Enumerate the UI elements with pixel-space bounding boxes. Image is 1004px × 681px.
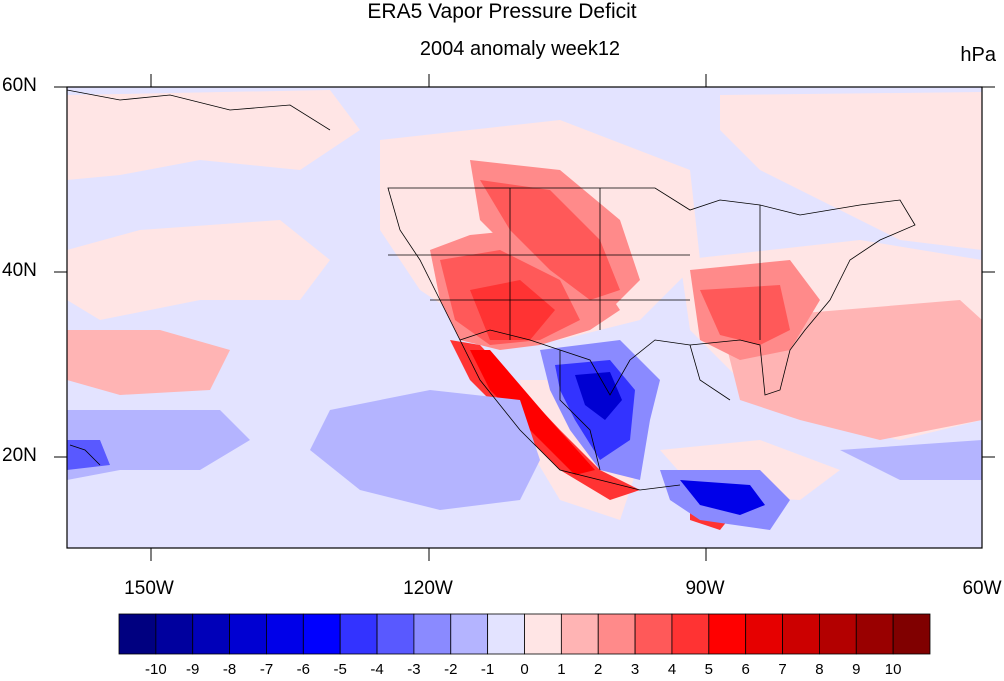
colorbar-box [450,613,489,655]
lon-label-120w: 120W [403,578,453,599]
colorbar-box [745,613,783,655]
colorbar-tick-label: 1 [557,661,566,678]
negative-anomaly-areas [67,340,982,530]
colorbar-tick-label: 7 [778,661,787,678]
colorbar-box [302,613,341,655]
plot-subtitle: 2004 anomaly week12 [419,38,621,60]
colorbar-tick-label: 0 [520,661,529,678]
colorbar-box [855,613,894,655]
colorbar-tick-label: -1 [480,661,495,678]
units-label: hPa [960,44,996,66]
lat-label-40n: 40N [2,260,37,281]
colorbar-box [892,613,931,655]
colorbar-box [819,613,857,655]
colorbar-tick-label: 8 [815,661,824,678]
colorbar-tick-label: -6 [296,661,310,678]
colorbar-tick-label: -10 [145,661,167,678]
colorbar-tick-label: 10 [884,661,902,678]
coastlines-and-borders [67,89,916,491]
colorbar-tick-label: 4 [667,661,677,678]
colorbar-box [708,613,747,655]
colorbar-tick-label: 9 [852,661,861,678]
colorbar-tick-label: -5 [333,661,347,678]
colorbar-box [118,613,157,655]
colorbar-tick-label: 3 [630,661,640,678]
colorbar-tick-label: -3 [407,661,421,678]
colorbar-box [155,613,194,655]
colorbar-box [413,613,452,655]
lon-label-60w: 60W [962,578,1002,599]
colorbar-tick-label: -8 [222,661,237,678]
lon-label-150w: 150W [124,578,174,599]
colorbar-tick-label: -7 [259,661,274,678]
colorbar-box [560,613,599,655]
colorbar-box [266,613,304,655]
colorbar-box [597,613,636,655]
colorbar-box [671,613,710,655]
colorbar-box [487,613,525,655]
colorbar-tick-label: 6 [741,661,750,678]
lat-label-60n: 60N [2,75,37,96]
colorbar-box [339,613,378,655]
colorbar-box [376,613,415,655]
plot-title: ERA5 Vapor Pressure Deficit [367,0,637,23]
lat-label-20n: 20N [2,445,37,466]
colorbar-box [229,613,267,655]
colorbar-box [634,613,673,655]
colorbar-tick-label: 5 [704,661,713,678]
colorbar-tick-label: -9 [186,661,200,678]
map-frame [66,86,983,549]
lon-label-90w: 90W [685,578,725,599]
colorbar-box [192,613,230,655]
map-ticks [54,74,995,561]
colorbar-box [782,613,820,655]
colorbar-tick-label: -2 [444,661,458,678]
colorbar-tick-label: -4 [370,661,384,678]
colorbar-box [524,613,562,655]
colorbar-tick-label: 2 [594,661,603,678]
